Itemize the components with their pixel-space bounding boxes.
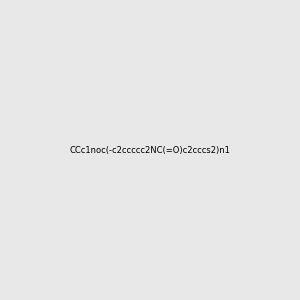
Text: CCc1noc(-c2ccccc2NC(=O)c2cccs2)n1: CCc1noc(-c2ccccc2NC(=O)c2cccs2)n1 (70, 146, 230, 154)
